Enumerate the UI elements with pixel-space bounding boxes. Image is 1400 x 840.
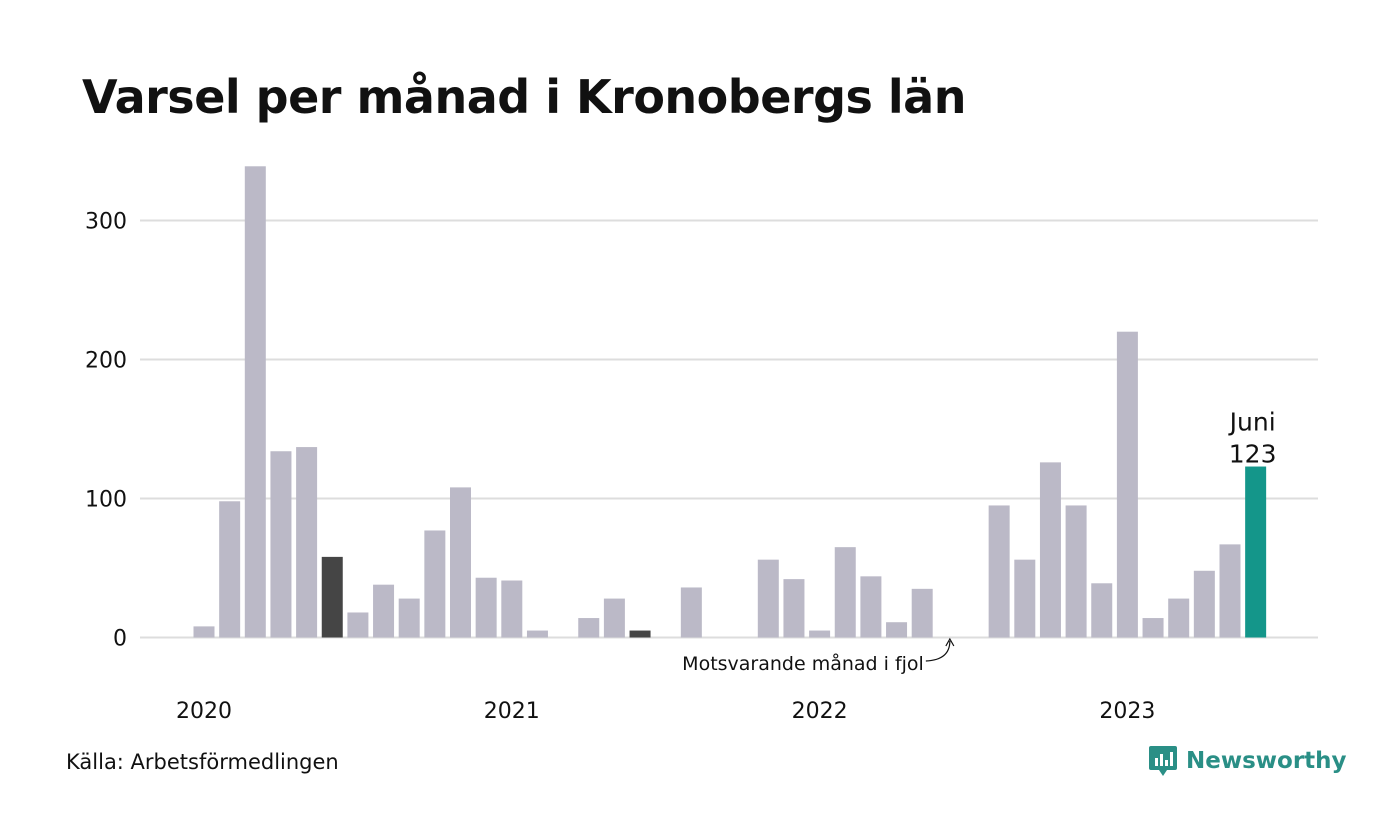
- bar-2020-12: [475, 577, 497, 638]
- current-value-label: 123: [1229, 440, 1277, 469]
- bar-2020-02: [219, 501, 241, 638]
- bar-2022-01: [809, 630, 831, 638]
- bar-2020-07: [347, 612, 369, 638]
- bar-2021-01: [501, 580, 523, 638]
- bar-2023-04: [1193, 570, 1215, 638]
- newsworthy-logo: Newsworthy: [1148, 744, 1347, 778]
- annotation-arrowhead: [945, 637, 955, 647]
- newsworthy-logo-icon: [1149, 746, 1177, 776]
- y-tick-label: 200: [85, 349, 127, 374]
- bar-2022-08: [988, 505, 1010, 638]
- bar-2021-11: [757, 559, 779, 638]
- bar-2020-06: [321, 556, 343, 638]
- bar-2023-02: [1142, 618, 1164, 638]
- bar-chart: 0 100 200 300 2020 2021 2022 2023 Juni 123 Motsv…: [85, 166, 1318, 724]
- chart-title: Varsel per månad i Kronobergs län: [82, 70, 966, 124]
- y-tick-label: 0: [113, 627, 127, 652]
- bar-2020-08: [373, 584, 395, 638]
- bar-2022-10: [1039, 462, 1061, 638]
- bar-2020-05: [296, 447, 318, 638]
- bar-2022-04: [886, 622, 908, 638]
- bar-2022-12: [1091, 583, 1113, 638]
- bars: [193, 166, 1267, 638]
- bar-2023-03: [1168, 598, 1190, 638]
- y-tick-label: 300: [85, 210, 127, 235]
- y-axis-ticks: 0 100 200 300: [85, 210, 127, 652]
- bar-2021-12: [783, 579, 805, 638]
- bar-2021-04: [578, 618, 600, 638]
- x-year-label: 2021: [484, 699, 540, 724]
- bar-2020-01: [193, 626, 215, 638]
- source-note: Källa: Arbetsförmedlingen: [66, 750, 339, 774]
- prior-year-annotation: Motsvarande månad i fjol: [682, 652, 924, 675]
- annotations: Juni 123 Motsvarande månad i fjol: [682, 408, 1276, 675]
- bar-2020-09: [398, 598, 420, 638]
- bar-2020-04: [270, 451, 292, 638]
- x-axis-year-labels: 2020 2021 2022 2023: [176, 699, 1155, 724]
- bar-2022-02: [834, 547, 856, 638]
- x-year-label: 2020: [176, 699, 232, 724]
- y-tick-label: 100: [85, 488, 127, 513]
- bar-2023-06: [1245, 466, 1267, 638]
- bar-2022-05: [911, 588, 933, 638]
- bar-2022-03: [860, 576, 882, 638]
- current-month-label: Juni: [1228, 408, 1276, 437]
- x-year-label: 2022: [792, 699, 848, 724]
- bar-2021-05: [603, 598, 625, 638]
- newsworthy-logo-text: Newsworthy: [1186, 748, 1347, 774]
- bar-2020-10: [424, 530, 446, 638]
- bar-2021-02: [526, 630, 548, 638]
- bar-2020-03: [244, 166, 266, 638]
- annotation-arrow: [925, 640, 951, 662]
- bar-2020-11: [450, 487, 471, 638]
- bar-2021-08: [680, 587, 702, 638]
- x-year-label: 2023: [1099, 699, 1155, 724]
- bar-2022-09: [1014, 559, 1036, 638]
- bar-2022-11: [1065, 505, 1087, 638]
- bar-2023-05: [1219, 544, 1241, 638]
- bar-2023-01: [1116, 331, 1138, 638]
- bar-2021-06: [629, 630, 651, 638]
